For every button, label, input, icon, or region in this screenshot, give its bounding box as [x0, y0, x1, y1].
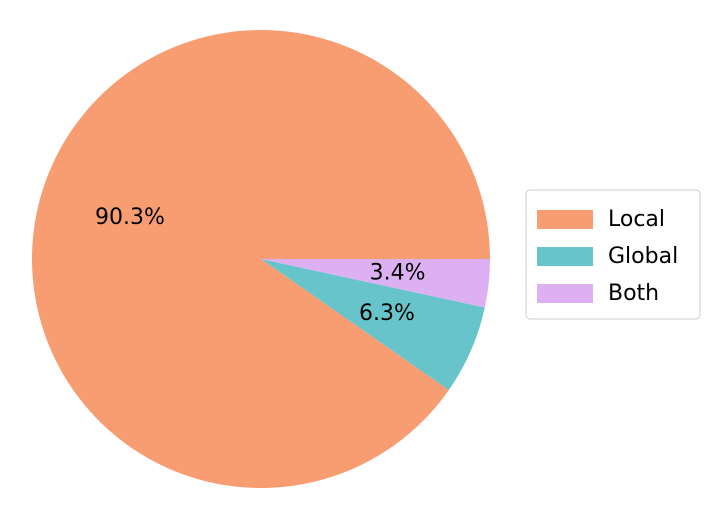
legend-label: Global [608, 244, 678, 269]
value-label: 3.4% [370, 261, 426, 286]
legend-label: Local [608, 207, 665, 232]
value-label: 90.3% [95, 205, 165, 230]
legend-swatch [537, 247, 593, 266]
pie-slice [261, 259, 485, 391]
value-label: 6.3% [359, 301, 415, 326]
legend-label: Both [608, 281, 659, 306]
pie-slice [261, 259, 490, 308]
legend-swatch [537, 284, 593, 303]
pie-slice [32, 29, 490, 488]
legend-swatch [537, 210, 593, 229]
